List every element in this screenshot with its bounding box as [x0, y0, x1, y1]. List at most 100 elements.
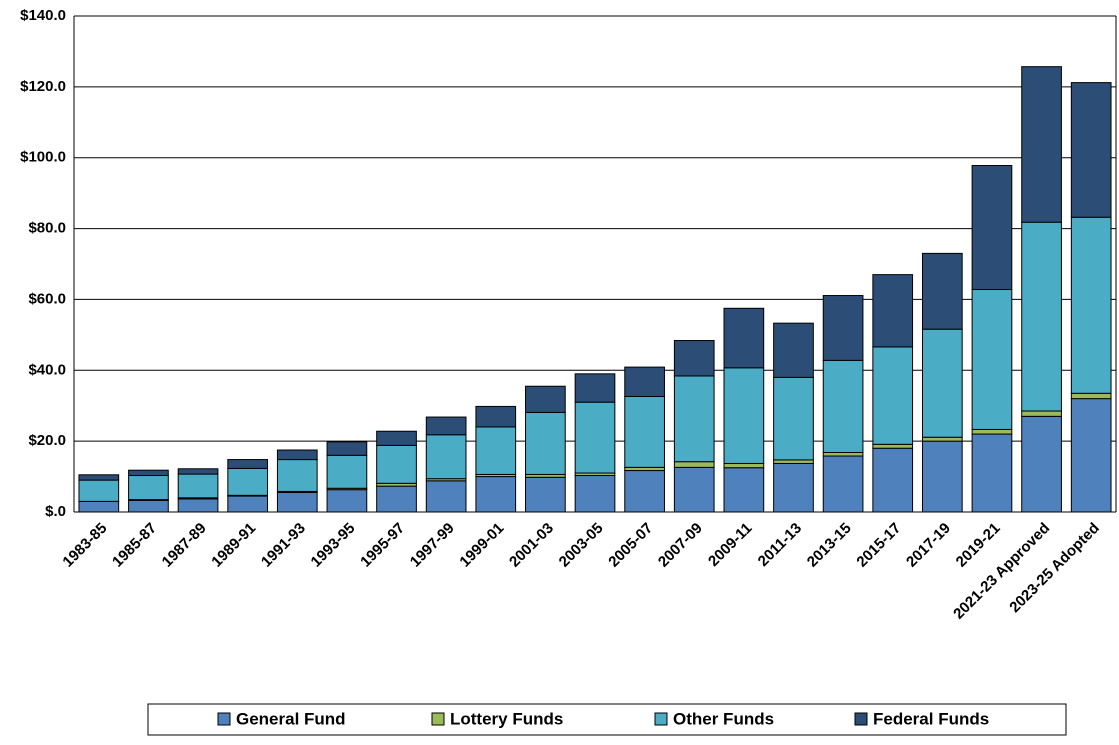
bar-segment — [227, 459, 269, 469]
x-tick-label: 1993-95 — [308, 520, 359, 571]
bar-segment — [723, 467, 765, 513]
bar-segment — [1070, 398, 1112, 513]
bar-segment — [376, 430, 417, 446]
legend-label: Federal Funds — [873, 709, 989, 728]
bar-segment — [227, 467, 269, 496]
bar-segment — [624, 366, 665, 398]
bar-segment — [525, 411, 566, 475]
bar-segment — [1021, 221, 1062, 412]
x-tick-label: 1999-01 — [456, 520, 507, 571]
legend-swatch — [854, 712, 868, 726]
bar-segment — [921, 440, 963, 513]
bar-segment — [128, 469, 169, 477]
x-tick-label: 1995-97 — [357, 520, 408, 571]
bar-segment — [872, 447, 914, 513]
bar-segment — [376, 444, 417, 484]
legend-swatch — [217, 712, 231, 726]
legend-swatch — [654, 712, 668, 726]
y-tick-label: $20.0 — [28, 432, 66, 449]
y-tick-label: $80.0 — [28, 220, 66, 237]
bar-segment — [128, 499, 169, 513]
bar-segment — [673, 340, 715, 377]
x-tick-label: 2011-13 — [755, 520, 805, 570]
bar-segment — [177, 473, 219, 499]
bar-segment — [971, 165, 1013, 291]
x-tick-label: 2017-19 — [903, 520, 954, 571]
bar-segment — [425, 434, 467, 480]
bar-segment — [326, 489, 368, 513]
bar-segment — [822, 451, 864, 457]
bar-segment — [773, 462, 814, 513]
bar-segment — [425, 480, 467, 513]
bar-segment — [276, 492, 318, 513]
x-tick-label: 1989-91 — [208, 520, 259, 571]
bar-segment — [1021, 415, 1062, 513]
bar-segment — [773, 459, 814, 464]
x-tick-label: 2007-09 — [655, 520, 706, 571]
x-tick-label: 2013-15 — [804, 520, 855, 571]
bar-segment — [624, 470, 665, 513]
bar-segment — [276, 459, 318, 492]
bar-segment — [326, 441, 368, 456]
bar-segment — [624, 396, 665, 468]
bar-segment — [525, 385, 566, 413]
bar-segment — [276, 449, 318, 461]
y-tick-label: $120.0 — [20, 78, 66, 95]
bar-segment — [822, 455, 864, 513]
bar-segment — [326, 454, 368, 489]
bar-segment — [872, 346, 914, 445]
bar-segment — [177, 468, 219, 475]
bar-segment — [872, 274, 914, 348]
bar-segment — [723, 307, 765, 369]
bar-segment — [822, 359, 864, 453]
y-tick-label: $100.0 — [20, 149, 66, 166]
bar-segment — [78, 500, 120, 513]
bar-segment — [921, 328, 963, 438]
bar-segment — [673, 375, 715, 463]
x-tick-label: 1983-85 — [59, 520, 110, 571]
bar-segment — [128, 475, 169, 501]
bar-segment — [475, 476, 517, 513]
x-tick-label: 2021-23 Approved — [950, 520, 1053, 623]
bar-segment — [822, 295, 864, 361]
x-tick-label: 2003-05 — [556, 520, 607, 571]
legend-label: General Fund — [236, 709, 346, 728]
y-tick-label: $40.0 — [28, 361, 66, 378]
x-tick-label: 2023-25 Adopted — [1006, 520, 1103, 617]
bar-segment — [425, 416, 467, 436]
bar-segment — [475, 405, 517, 428]
legend-swatch — [431, 712, 445, 726]
y-tick-label: $.0 — [45, 503, 66, 520]
bar-segment — [1070, 392, 1112, 400]
legend-label: Lottery Funds — [450, 709, 563, 728]
x-tick-label: 1987-89 — [159, 520, 210, 571]
bar-segment — [78, 474, 120, 481]
y-tick-label: $140.0 — [20, 7, 66, 24]
bar-segment — [574, 401, 616, 474]
bar-segment — [574, 373, 616, 403]
bar-segment — [921, 436, 963, 442]
bar-segment — [376, 485, 417, 513]
y-tick-label: $60.0 — [28, 290, 66, 307]
bar-segment — [971, 433, 1013, 513]
legend-label: Other Funds — [673, 709, 774, 728]
bar-segment — [673, 461, 715, 468]
bar-segment — [921, 252, 963, 330]
bar-segment — [971, 428, 1013, 435]
bar-segment — [773, 376, 814, 461]
bar-segment — [723, 462, 765, 469]
x-tick-label: 2015-17 — [853, 520, 904, 571]
bar-segment — [1070, 216, 1112, 394]
x-tick-label: 2001-03 — [506, 520, 557, 571]
x-tick-label: 1985-87 — [109, 520, 160, 571]
bar-segment — [78, 479, 120, 502]
bar-segment — [673, 466, 715, 513]
bar-segment — [1021, 66, 1062, 223]
bar-segment — [177, 498, 219, 513]
bar-segment — [872, 443, 914, 449]
x-tick-label: 1991-93 — [258, 520, 309, 571]
bar-segment — [1070, 82, 1112, 218]
bar-segment — [525, 476, 566, 513]
bar-segment — [773, 322, 814, 378]
